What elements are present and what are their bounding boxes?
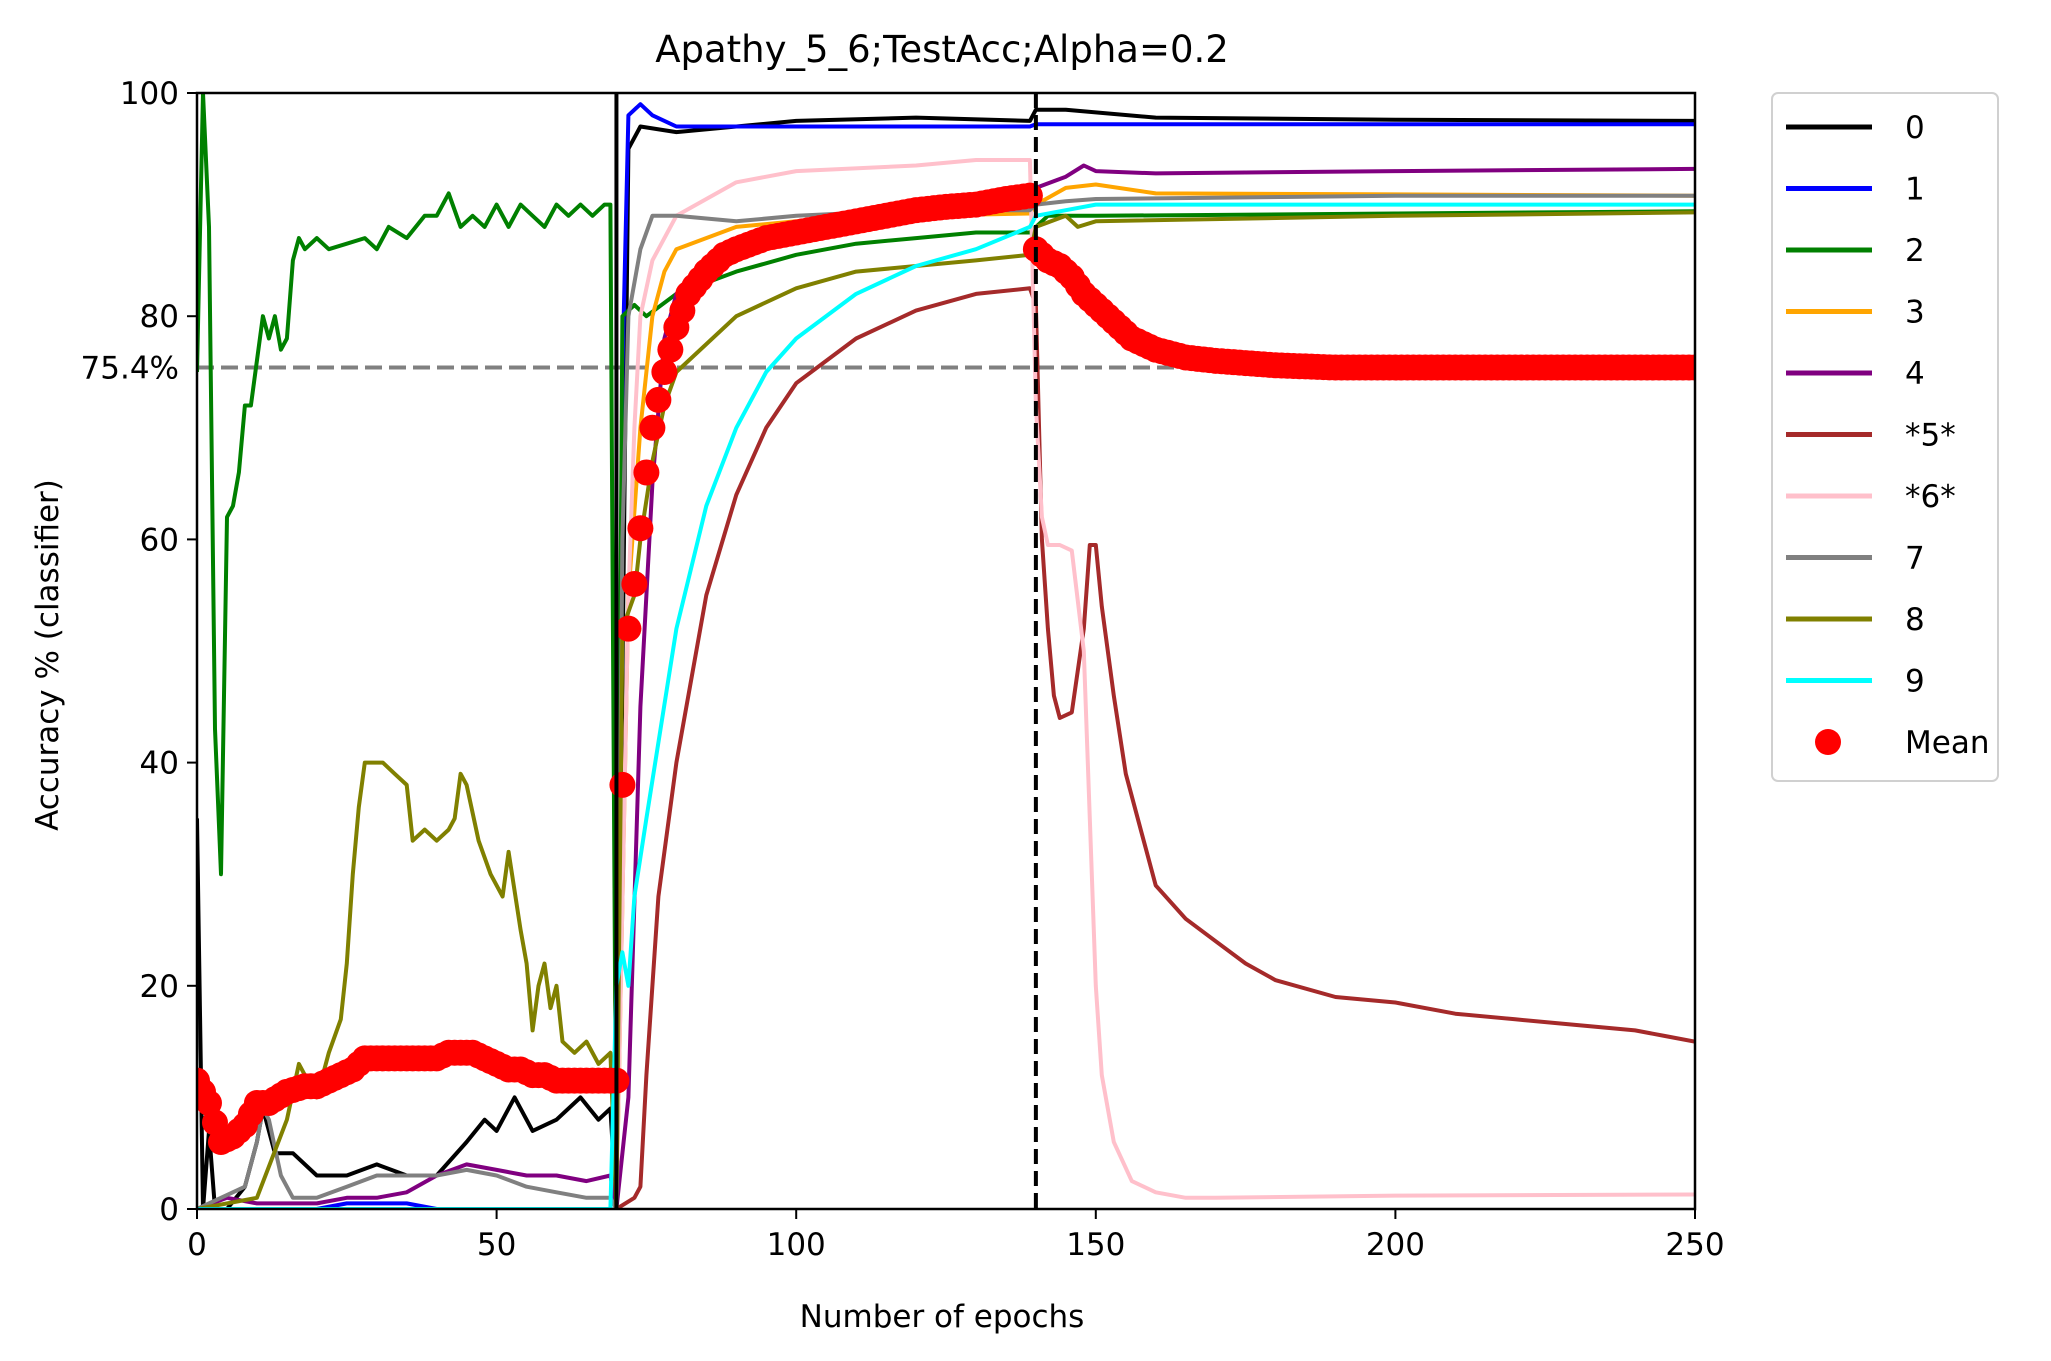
mean-point: [627, 515, 654, 542]
mean-point: [1016, 182, 1043, 209]
series-line-4: [197, 163, 1695, 1209]
y-tick-label: 100: [120, 76, 179, 112]
mean-point: [645, 386, 672, 413]
mean-point: [609, 771, 636, 798]
mean-point: [633, 459, 660, 486]
x-tick-label: 200: [1366, 1227, 1425, 1263]
legend-label-star6star: *6*: [1905, 479, 1956, 515]
series-line-8: [197, 210, 1695, 1209]
legend-marker-mean: [1815, 729, 1841, 755]
plot-area: 0 50 100 150 200 250 0 20 40 60 80 100 75.4%: [81, 76, 1725, 1263]
x-axis-label: Number of epochs: [800, 1299, 1085, 1335]
chart-title: Apathy_5_6;TestAcc;Alpha=0.2: [655, 28, 1229, 71]
series-line-1: [197, 102, 1695, 1209]
reference-line-label: 75.4%: [81, 351, 179, 387]
legend: 0 1 2 3 4 *5* *6* 7 8 9 Mean: [1771, 92, 1999, 782]
mean-point: [651, 359, 678, 385]
x-tick-label: 100: [767, 1227, 826, 1263]
mean-point: [621, 571, 648, 598]
mean-point: [197, 1089, 222, 1116]
x-tick-label: 0: [187, 1227, 207, 1263]
legend-label-star5star: *5*: [1905, 418, 1956, 454]
plot-series-group: [197, 93, 1695, 1209]
legend-label-0: 0: [1905, 110, 1925, 146]
series-line-star5star: [197, 286, 1695, 1209]
legend-label-2: 2: [1905, 233, 1925, 269]
series-mean-markers: [197, 182, 1695, 1156]
mean-point: [615, 615, 642, 642]
legend-label-1: 1: [1905, 172, 1925, 208]
series-line-star6star: [197, 158, 1695, 1209]
x-tick-label: 250: [1665, 1227, 1724, 1263]
legend-label-9: 9: [1905, 664, 1925, 700]
legend-box: [1771, 92, 1999, 782]
mean-point: [1682, 354, 1695, 381]
axes-frame: [195, 91, 1697, 1211]
x-tick-label: 150: [1066, 1227, 1125, 1263]
mean-point: [639, 414, 666, 441]
series-line-9: [197, 202, 1695, 1209]
y-axis-label: Accuracy % (classifier): [30, 479, 66, 831]
legend-label-7: 7: [1905, 541, 1925, 577]
y-tick-label: 40: [140, 746, 179, 782]
y-tick-label: 0: [159, 1192, 179, 1228]
y-tick-label: 80: [140, 299, 179, 335]
legend-label-4: 4: [1905, 356, 1925, 392]
y-tick-label: 60: [140, 522, 179, 558]
y-tick-label: 20: [140, 969, 179, 1005]
series-line-2: [197, 93, 1695, 1209]
legend-label-8: 8: [1905, 602, 1925, 638]
mean-point: [657, 336, 684, 363]
x-tick-label: 50: [477, 1227, 516, 1263]
legend-label-Mean: Mean: [1905, 725, 1989, 761]
legend-label-3: 3: [1905, 295, 1925, 331]
